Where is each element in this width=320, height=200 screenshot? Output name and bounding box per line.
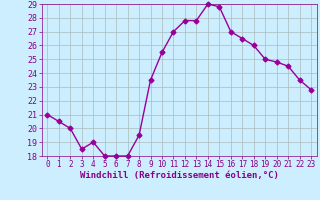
X-axis label: Windchill (Refroidissement éolien,°C): Windchill (Refroidissement éolien,°C) <box>80 171 279 180</box>
